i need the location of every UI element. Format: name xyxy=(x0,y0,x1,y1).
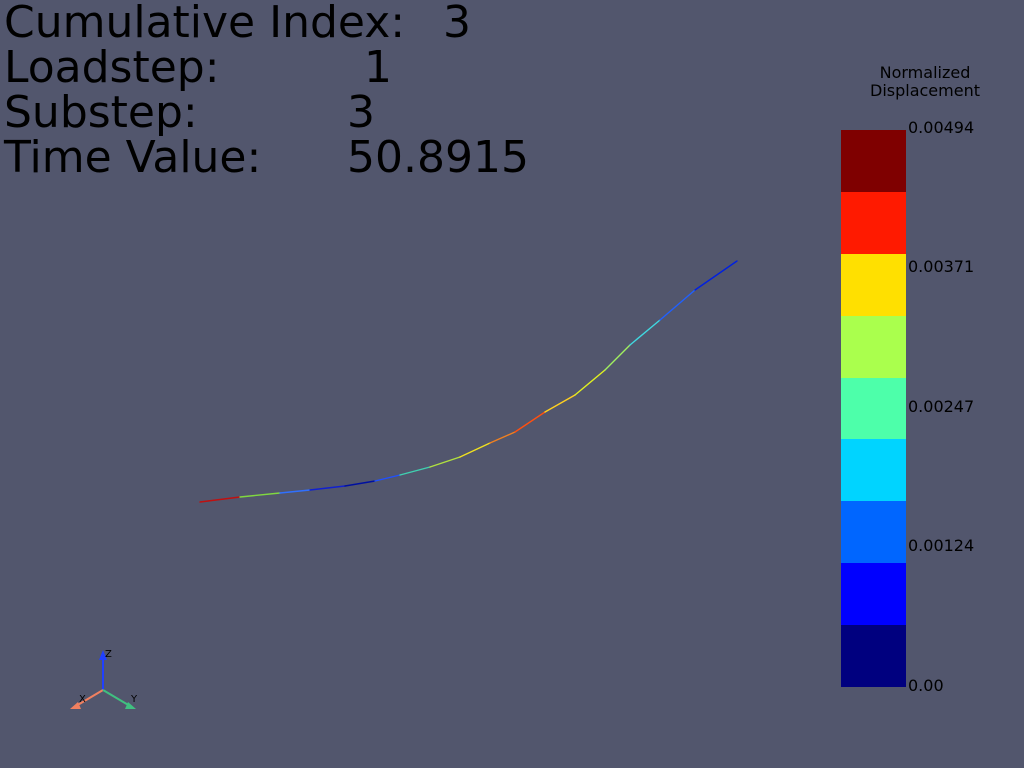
time-value-value: 50.8915 xyxy=(347,132,529,183)
loadstep-label: Loadstep: xyxy=(4,42,220,93)
scalar-bar xyxy=(841,130,906,688)
x-arrow-icon xyxy=(70,702,81,709)
color-band xyxy=(841,191,906,254)
z-arrow-icon xyxy=(99,650,107,660)
scalar-bar-tick: 0.00494 xyxy=(908,118,975,137)
x-axis-label: X xyxy=(79,694,86,705)
color-band xyxy=(841,563,906,626)
color-band xyxy=(841,315,906,378)
substep-label: Substep: xyxy=(4,87,198,138)
substep-row: Substep: 3 xyxy=(4,90,375,135)
color-band xyxy=(841,625,906,688)
deformed-beam xyxy=(199,260,738,503)
substep-value: 3 xyxy=(347,87,375,138)
scalar-bar-tick: 0.00371 xyxy=(908,257,975,276)
color-band xyxy=(841,377,906,440)
info-overlay: Cumulative Index: 3 Loadstep: 1 Substep:… xyxy=(4,0,529,180)
z-axis-label: Z xyxy=(105,649,112,660)
scalar-bar-tick: 0.00 xyxy=(908,676,944,695)
orientation-axes: Z X Y xyxy=(70,649,138,709)
color-band xyxy=(841,253,906,316)
color-band xyxy=(841,439,906,502)
cumulative-index-row: Cumulative Index: 3 xyxy=(4,0,471,45)
y-arrow-icon xyxy=(125,702,136,709)
scalar-bar-title-line1: Normalized xyxy=(879,63,971,82)
cumulative-index-label: Cumulative Index: xyxy=(4,0,406,48)
scalar-bar-title-line2: Displacement xyxy=(870,81,980,100)
color-band xyxy=(841,501,906,564)
y-axis-label: Y xyxy=(130,694,138,705)
x-axis xyxy=(75,689,104,707)
color-band xyxy=(841,130,906,192)
scalar-bar-tick: 0.00124 xyxy=(908,536,975,555)
scalar-bar-tick: 0.00247 xyxy=(908,397,975,416)
scalar-bar-title: Normalized Displacement xyxy=(850,64,1000,100)
cumulative-index-value: 3 xyxy=(443,0,471,48)
y-axis xyxy=(102,689,131,707)
time-value-row: Time Value: 50.8915 xyxy=(4,135,529,180)
time-value-label: Time Value: xyxy=(4,132,262,183)
loadstep-row: Loadstep: 1 xyxy=(4,45,392,90)
loadstep-value: 1 xyxy=(364,42,392,93)
